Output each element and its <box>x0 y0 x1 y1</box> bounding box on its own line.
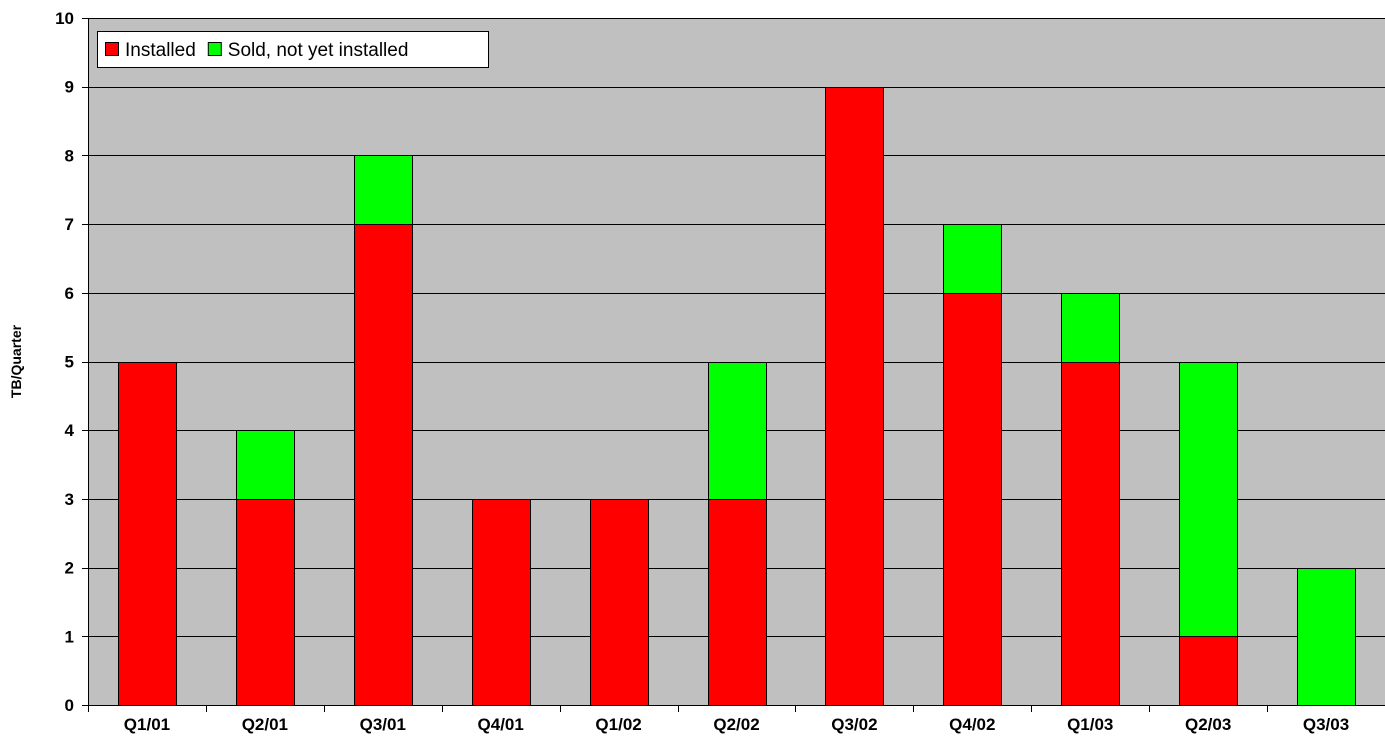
bar-segment-installed <box>590 499 649 706</box>
y-tick-label: 8 <box>65 146 74 165</box>
bar-segment-installed <box>825 87 884 706</box>
y-tick-label: 9 <box>65 78 74 97</box>
bar-segment-installed <box>354 224 413 706</box>
bar-segment-installed <box>236 499 295 706</box>
bar-segment-sold-not-installed <box>1179 362 1238 637</box>
bar-segment-installed <box>118 362 177 706</box>
x-tick-label: Q1/02 <box>595 715 641 734</box>
legend: Installed Sold, not yet installed <box>97 31 489 68</box>
x-tick-label: Q3/01 <box>360 715 406 734</box>
x-tick-label: Q3/03 <box>1303 715 1349 734</box>
axes <box>82 18 1385 712</box>
bar-segment-sold-not-installed <box>1297 568 1356 706</box>
bar-segment-sold-not-installed <box>354 155 413 225</box>
bar-segment-sold-not-installed <box>236 430 295 500</box>
legend-box <box>97 31 489 68</box>
y-axis-title: TB/Quarter <box>8 324 24 398</box>
bar-segment-sold-not-installed <box>708 362 767 500</box>
legend-swatch-sold-not-installed <box>207 42 222 56</box>
y-tick-label: 7 <box>65 215 74 234</box>
x-tick-label: Q1/03 <box>1067 715 1113 734</box>
x-tick-label: Q3/02 <box>831 715 877 734</box>
legend-label-sold-not-installed: Sold, not yet installed <box>228 40 409 61</box>
y-tick-label: 10 <box>55 9 74 28</box>
legend-label-installed: Installed <box>125 40 196 61</box>
bar-segment-installed <box>1061 362 1120 706</box>
x-tick-label: Q1/01 <box>124 715 170 734</box>
bar-segment-installed <box>1179 636 1238 706</box>
x-tick-label: Q2/03 <box>1185 715 1231 734</box>
y-tick-label: 6 <box>65 284 74 303</box>
y-tick-label: 3 <box>65 490 74 509</box>
bar-segment-installed <box>472 499 531 706</box>
y-tick-label: 4 <box>65 421 75 440</box>
bar-segment-sold-not-installed <box>1061 293 1120 363</box>
x-tick-label: Q2/02 <box>713 715 759 734</box>
y-tick-label: 1 <box>65 627 74 646</box>
legend-swatch-installed <box>105 42 119 56</box>
bar-segment-installed <box>708 499 767 706</box>
x-tick-label: Q4/01 <box>478 715 524 734</box>
bar-segment-installed <box>943 293 1002 706</box>
x-tick-label: Q4/02 <box>949 715 995 734</box>
bars <box>118 87 1356 706</box>
y-tick-label: 2 <box>65 559 74 578</box>
y-tick-label: 0 <box>65 696 74 715</box>
bar-segment-sold-not-installed <box>943 224 1002 294</box>
y-tick-labels: 0 1 2 3 4 5 6 7 8 9 10 <box>55 9 74 715</box>
x-tick-label: Q2/01 <box>242 715 288 734</box>
x-tick-labels: Q1/01 Q2/01 Q3/01 Q4/01 Q1/02 Q2/02 Q3/02 Q4/02… <box>124 715 1349 734</box>
y-tick-label: 5 <box>65 353 74 372</box>
